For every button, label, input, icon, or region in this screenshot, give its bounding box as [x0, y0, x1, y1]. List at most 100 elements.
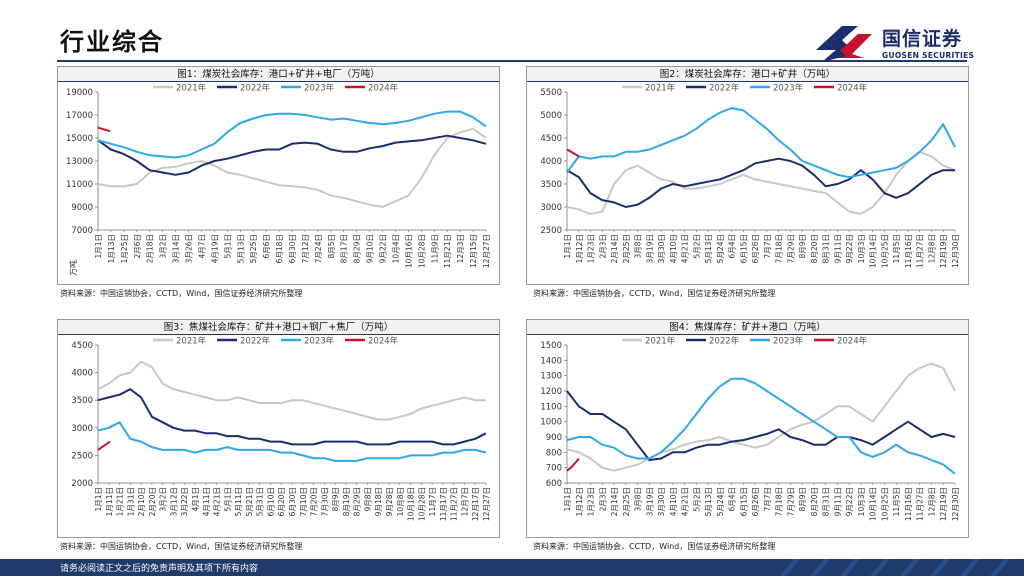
series-line-2022年 [97, 388, 487, 446]
x-tick-label: 12月27日 [482, 487, 491, 521]
series-line-2024年 [566, 148, 580, 158]
legend-label: 2023年 [304, 83, 335, 94]
x-tick-label: 5月13日 [704, 234, 713, 263]
x-tick-label: 6月10日 [266, 487, 275, 516]
x-tick-label: 11月7日 [428, 487, 437, 516]
x-tick-label: 12月8日 [927, 487, 936, 516]
series-line-2022年 [566, 157, 955, 208]
logo-english-name: GUOSEN SECURITIES [882, 51, 975, 60]
series-line-2024年 [97, 126, 111, 133]
x-tick-label: 9月18日 [374, 487, 383, 516]
x-tick-label: 4月7日 [197, 234, 206, 259]
x-tick-label: 6月30日 [288, 234, 297, 263]
x-tick-label: 7月7日 [763, 234, 772, 259]
x-tick-label: 8月20日 [810, 234, 819, 263]
x-tick-label: 11月21日 [443, 234, 452, 268]
chart-3-plot: 2000 2500 3000 3500 4000 4500 1月1日 1月11日 1月21日 1月… [71, 336, 491, 522]
chart-title: 图4：焦煤库存：矿井+港口（万吨） [527, 320, 968, 335]
chart-title: 图3：焦煤社会库存：矿井+港口+钢厂+焦厂（万吨） [58, 320, 499, 335]
x-tick-label: 10月3日 [857, 234, 866, 263]
x-tick-label: 4月21日 [681, 234, 690, 263]
x-tick-label: 10月14日 [869, 487, 878, 521]
x-tick-label: 9月22日 [845, 234, 854, 263]
x-tick-label: 3月14日 [172, 234, 181, 263]
series-line-2023年 [566, 107, 956, 179]
legend-label: 2022年 [240, 336, 271, 347]
y-tick-label: 4000 [71, 369, 93, 379]
y-tick-label: 1200 [540, 387, 562, 397]
x-tick-label: 3月19日 [645, 234, 654, 263]
legend-label: 2022年 [240, 83, 271, 94]
x-tick-label: 1月11日 [105, 487, 114, 516]
y-tick-label: 1300 [540, 372, 562, 382]
chart-2-plot: 2500 3000 3500 4000 4500 5000 5500 1月1日 1月12日 1月2… [540, 83, 960, 269]
x-tick-label: 8月29日 [353, 487, 362, 516]
x-tick-label: 3月30日 [657, 234, 666, 263]
x-tick-label: 7月29日 [786, 234, 795, 263]
page-title: 行业综合 [60, 28, 164, 56]
x-tick-label: 2月18日 [146, 234, 155, 263]
legend-label: 2021年 [645, 83, 676, 94]
x-tick-label: 1月25日 [120, 234, 129, 263]
x-tick-label: 12月30日 [951, 234, 960, 268]
x-tick-label: 4月21日 [681, 487, 690, 516]
x-tick-label: 12月8日 [927, 234, 936, 263]
x-tick-label: 5月25日 [249, 234, 258, 263]
x-tick-label: 5月1日 [223, 234, 232, 259]
y-tick-label: 1400 [540, 356, 562, 366]
x-tick-label: 4月11日 [202, 487, 211, 516]
x-tick-label: 4月19日 [210, 234, 219, 263]
x-tick-label: 8月20日 [810, 487, 819, 516]
x-tick-label: 8月31日 [822, 487, 831, 516]
x-tick-label: 11月17日 [439, 487, 448, 521]
x-tick-label: 3月12日 [169, 487, 178, 516]
x-tick-label: 6月15日 [739, 234, 748, 263]
guosen-logo: 国信证券 GUOSEN SECURITIES [812, 20, 982, 64]
x-tick-label: 3月30日 [657, 487, 666, 516]
x-tick-label: 9月22日 [845, 487, 854, 516]
y-tick-label: 5000 [540, 111, 562, 121]
legend-label: 2022年 [709, 83, 740, 94]
legend-label: 2024年 [368, 83, 399, 94]
y-tick-label: 3000 [71, 424, 93, 434]
x-tick-label: 1月1日 [563, 234, 572, 259]
y-tick-label: 9000 [71, 203, 93, 213]
series-line-2022年 [566, 390, 956, 461]
x-tick-label: 5月21日 [245, 487, 254, 516]
legend-label: 2021年 [176, 83, 207, 94]
x-tick-label: 8月5日 [327, 234, 336, 259]
x-tick-label: 10月28日 [417, 487, 426, 521]
x-tick-label: 2月6日 [133, 234, 142, 259]
x-tick-label: 1月23日 [587, 487, 596, 516]
x-tick-label: 7月18日 [775, 234, 784, 263]
x-tick-label: 11月5日 [892, 487, 901, 516]
x-tick-label: 5月11日 [234, 487, 243, 516]
x-tick-label: 7月18日 [775, 487, 784, 516]
y-tick-label: 1500 [540, 341, 562, 351]
x-tick-label: 12月17日 [471, 487, 480, 521]
x-tick-label: 1月12日 [575, 487, 584, 516]
chart-panel-3: 图3：焦煤社会库存：矿井+港口+钢厂+焦厂（万吨） 2000 2500 3000 35… [57, 319, 500, 538]
x-tick-label: 4月10日 [669, 487, 678, 516]
y-tick-label: 800 [546, 448, 562, 458]
x-tick-label: 6月15日 [739, 487, 748, 516]
legend-label: 2021年 [176, 336, 207, 347]
title-divider [57, 60, 967, 62]
series-line-2024年 [566, 457, 580, 472]
y-tick-label: 1000 [540, 418, 562, 428]
x-tick-label: 10月14日 [869, 234, 878, 268]
y-tick-label: 15000 [66, 134, 93, 144]
x-tick-label: 1月1日 [94, 234, 103, 259]
chart-title: 图1：煤炭社会库存：港口+矿井+电厂（万吨） [58, 67, 499, 82]
x-tick-label: 8月29日 [353, 234, 362, 263]
x-tick-label: 10月16日 [404, 234, 413, 268]
x-tick-label: 9月11日 [833, 487, 842, 516]
series-line-2024年 [97, 440, 111, 451]
chart-panel-1: 图1：煤炭社会库存：港口+矿井+电厂（万吨） 7000 9000 11000 1300… [57, 66, 500, 285]
y-tick-label: 17000 [66, 111, 93, 121]
x-tick-label: 12月27日 [482, 234, 491, 268]
y-tick-label: 2500 [540, 226, 562, 236]
x-tick-label: 3月22日 [180, 487, 189, 516]
x-tick-label: 3月8日 [634, 234, 643, 259]
x-tick-label: 7月12日 [301, 234, 310, 263]
